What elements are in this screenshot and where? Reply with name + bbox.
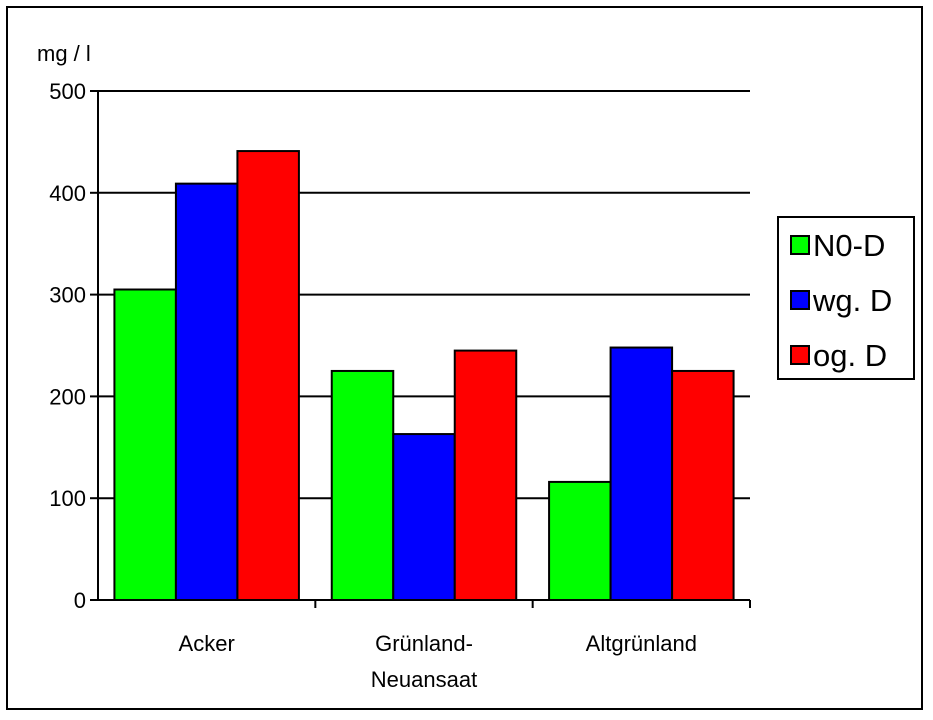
bar-2-0: [548, 480, 612, 601]
y-tick-label-400: 400: [49, 181, 86, 206]
y-tick-label-200: 200: [49, 384, 86, 409]
y-tick-label-0: 0: [74, 588, 86, 613]
x-tick-label-2-0: Altgrünland: [586, 631, 697, 656]
y-tick-label-100: 100: [49, 486, 86, 511]
legend-swatch-0: [790, 235, 810, 255]
y-tick-labels: 0 100 200 300 400 500: [49, 79, 86, 613]
legend-label-2: og. D: [813, 338, 887, 373]
bar-1-0: [330, 369, 395, 602]
bar-2-2: [671, 369, 735, 602]
x-tick-label-0-0: Acker: [179, 631, 235, 656]
bar-1-1: [392, 433, 456, 602]
axes: [90, 90, 751, 608]
bars: [113, 150, 735, 602]
bar-1-2: [453, 349, 518, 601]
legend-swatch-2: [790, 345, 810, 365]
bar-0-0: [113, 288, 177, 601]
legend-label-1: wg. D: [812, 283, 892, 318]
legend: N0-D wg. D og. D: [777, 216, 915, 380]
bar-0-2: [236, 150, 300, 601]
y-tick-label-500: 500: [49, 79, 86, 104]
y-tick-label-300: 300: [49, 283, 86, 308]
bar-0-1: [174, 182, 239, 601]
bar-2-1: [609, 346, 674, 602]
x-tick-label-1-1: Neuansaat: [371, 667, 477, 692]
legend-swatch-1: [790, 290, 810, 310]
y-axis-label: mg / l: [37, 41, 91, 66]
x-tick-labels: Acker Grünland- Neuansaat Altgrünland: [179, 631, 697, 692]
x-tick-label-1-0: Grünland-: [375, 631, 473, 656]
legend-label-0: N0-D: [813, 228, 885, 263]
